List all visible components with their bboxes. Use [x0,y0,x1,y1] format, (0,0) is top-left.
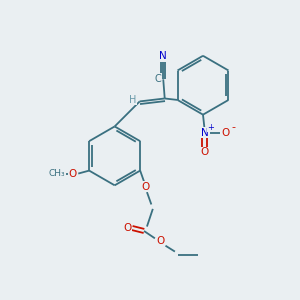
Text: O: O [69,169,77,178]
Text: O: O [221,128,230,138]
Text: N: N [159,51,167,62]
Text: O: O [141,182,150,192]
Text: C: C [155,74,162,84]
Text: H: H [129,95,136,105]
Text: -: - [232,122,236,132]
Text: O: O [200,147,208,157]
Text: N: N [201,128,208,138]
Text: +: + [208,122,214,131]
Text: CH₃: CH₃ [49,169,65,178]
Text: O: O [156,236,164,246]
Text: O: O [124,223,132,233]
